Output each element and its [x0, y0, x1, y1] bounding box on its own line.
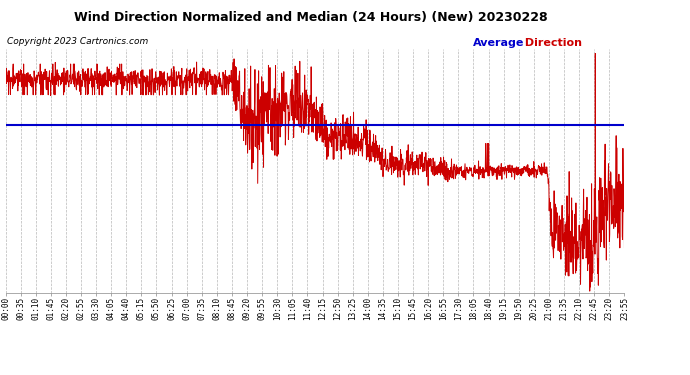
Text: Wind Direction Normalized and Median (24 Hours) (New) 20230228: Wind Direction Normalized and Median (24… [74, 11, 547, 24]
Text: Average: Average [473, 38, 524, 48]
Text: Direction: Direction [521, 38, 582, 48]
Text: Copyright 2023 Cartronics.com: Copyright 2023 Cartronics.com [7, 38, 148, 46]
